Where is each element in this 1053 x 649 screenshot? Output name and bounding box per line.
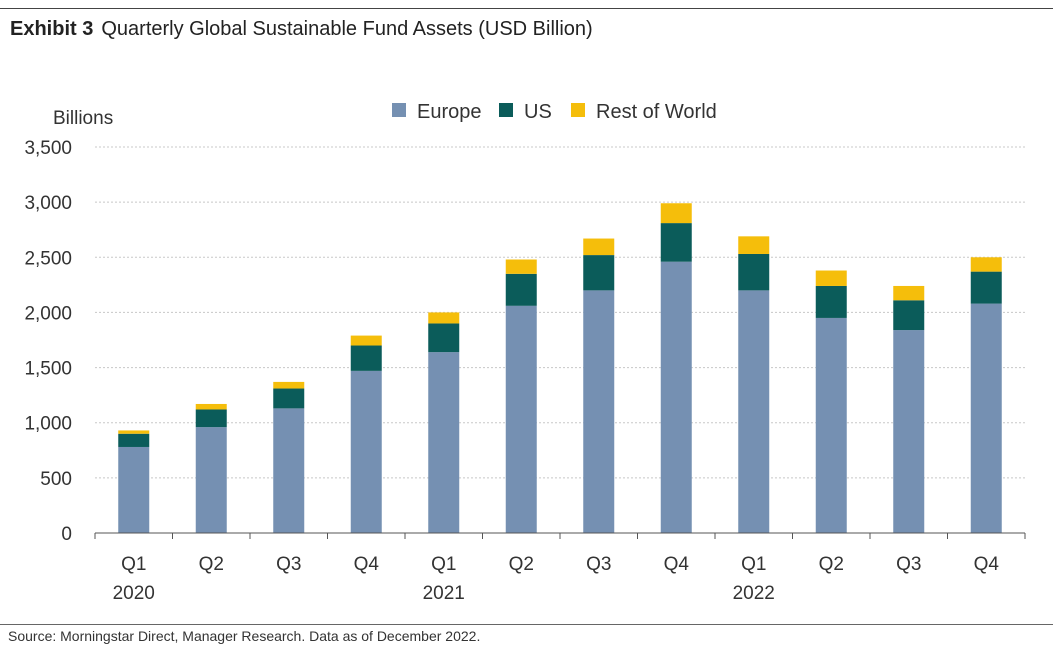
x-tick-label: Q2: [819, 554, 844, 575]
legend-label-rest-of-world: Rest of World: [596, 101, 717, 123]
bar-us: [195, 409, 227, 428]
bar-europe: [505, 305, 537, 533]
exhibit-header: Exhibit 3 Quarterly Global Sustainable Fu…: [10, 18, 593, 41]
bottom-rule: [0, 624, 1053, 625]
y-tick-label: 1,500: [24, 359, 72, 380]
y-tick-label: 1,000: [24, 414, 72, 435]
bar-rest-of-world: [118, 430, 150, 434]
bar-rest-of-world: [195, 403, 227, 410]
exhibit-label: Exhibit 3: [10, 18, 94, 40]
bar-rest-of-world: [893, 285, 925, 301]
bar-rest-of-world: [350, 335, 382, 346]
bar-europe: [815, 317, 847, 533]
exhibit-title: Quarterly Global Sustainable Fund Assets…: [101, 18, 593, 40]
x-year-label: 2020: [113, 583, 155, 604]
bar-rest-of-world: [738, 236, 770, 254]
legend-swatch-europe: [392, 103, 406, 117]
y-tick-label: 3,500: [24, 138, 72, 159]
bars: [118, 203, 1002, 533]
source-note: Source: Morningstar Direct, Manager Rese…: [8, 628, 481, 644]
bar-us: [428, 323, 460, 353]
x-year-label: 2022: [733, 583, 775, 604]
bar-rest-of-world: [970, 257, 1002, 272]
x-tick-label: Q3: [586, 554, 611, 575]
y-tick-label: 3,000: [24, 193, 72, 214]
bar-us: [118, 433, 150, 447]
bar-us: [893, 300, 925, 331]
bar-europe: [195, 427, 227, 533]
x-tick-label: Q3: [896, 554, 921, 575]
bar-us: [273, 388, 305, 409]
x-tick-label: Q2: [199, 554, 224, 575]
grid-lines: [95, 146, 1025, 479]
bar-europe: [738, 290, 770, 533]
y-tick-label: 0: [61, 524, 72, 545]
bar-rest-of-world: [815, 270, 847, 286]
bar-europe: [583, 290, 615, 533]
bar-us: [350, 345, 382, 371]
x-tick-label: Q2: [509, 554, 534, 575]
x-tick-label: Q1: [121, 554, 146, 575]
y-axis-title: Billions: [53, 108, 113, 129]
bar-rest-of-world: [505, 259, 537, 274]
bar-us: [660, 223, 692, 262]
bar-europe: [893, 330, 925, 533]
legend-swatch-rest-of-world: [571, 103, 585, 117]
bar-us: [583, 255, 615, 291]
bar-rest-of-world: [583, 238, 615, 256]
x-tick-label: Q3: [276, 554, 301, 575]
bar-us: [970, 271, 1002, 304]
x-tick-label: Q4: [664, 554, 690, 575]
y-tick-label: 2,500: [24, 248, 72, 269]
x-tick-label: Q1: [431, 554, 456, 575]
x-tick-label: Q4: [354, 554, 380, 575]
bar-us: [815, 285, 847, 318]
bar-europe: [428, 352, 460, 533]
bar-europe: [118, 446, 150, 533]
legend: Europe US Rest of World: [392, 101, 717, 123]
y-tick-label: 500: [40, 469, 72, 490]
bar-us: [738, 253, 770, 291]
x-tick-label: Q1: [741, 554, 766, 575]
bar-europe: [970, 303, 1002, 533]
bar-rest-of-world: [273, 381, 305, 389]
x-year-label: 2021: [423, 583, 465, 604]
bar-rest-of-world: [660, 203, 692, 224]
x-tick-label: Q4: [974, 554, 1000, 575]
top-rule: [0, 8, 1053, 9]
bar-us: [505, 273, 537, 306]
y-tick-label: 2,000: [24, 303, 72, 324]
legend-swatch-us: [499, 103, 513, 117]
bar-europe: [350, 370, 382, 533]
stacked-bar-chart: 0 500 1,000 1,500 2,000 2,500 3,000 3,500 Billio…: [24, 101, 1026, 604]
bar-europe: [660, 261, 692, 533]
legend-label-us: US: [524, 101, 552, 123]
legend-label-europe: Europe: [417, 101, 482, 123]
bar-europe: [273, 408, 305, 533]
bar-rest-of-world: [428, 312, 460, 324]
axes: 0 500 1,000 1,500 2,000 2,500 3,000 3,500 Billio…: [24, 108, 1026, 604]
